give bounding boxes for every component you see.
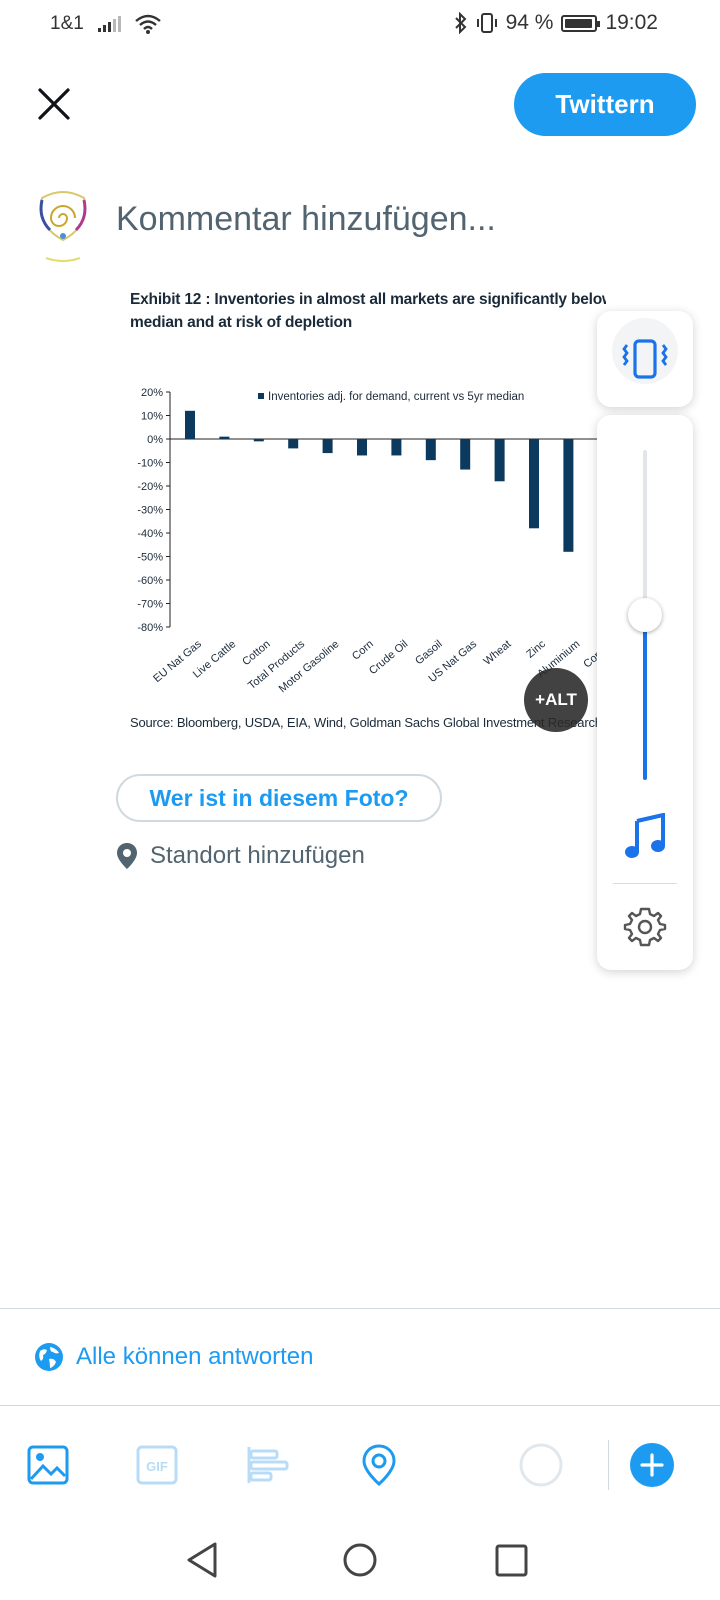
divider bbox=[0, 1308, 720, 1309]
x-tick-label: Corn bbox=[350, 638, 376, 663]
status-bar: 1&1 94 % 19:02 bbox=[0, 0, 720, 50]
status-left: 1&1 bbox=[50, 13, 161, 35]
add-thread-icon bbox=[630, 1443, 674, 1487]
vibrate-icon bbox=[612, 318, 678, 384]
char-count-ring-icon bbox=[519, 1443, 563, 1487]
x-tick-label: Wheat bbox=[481, 638, 513, 668]
tweet-button[interactable]: Twittern bbox=[514, 73, 696, 136]
image-icon bbox=[27, 1445, 69, 1485]
signal-icon bbox=[97, 16, 121, 32]
x-tick-label: Zinc bbox=[524, 638, 548, 661]
bar bbox=[460, 439, 471, 470]
volume-panel bbox=[597, 415, 693, 970]
alt-text-button[interactable]: +ALT bbox=[524, 668, 588, 732]
bar bbox=[185, 410, 195, 439]
music-note-icon[interactable] bbox=[623, 813, 667, 861]
add-image-button[interactable] bbox=[26, 1442, 70, 1488]
bar bbox=[357, 439, 367, 456]
volume-level bbox=[643, 615, 647, 780]
y-tick-label: -80% bbox=[137, 622, 163, 634]
attached-image[interactable]: Exhibit 12 : Inventories in almost all m… bbox=[116, 282, 606, 748]
bar bbox=[529, 439, 539, 529]
status-right: 94 % 19:02 bbox=[454, 11, 658, 35]
bar bbox=[322, 439, 333, 454]
chart-title: Exhibit 12 : Inventories in almost all m… bbox=[130, 291, 606, 331]
y-tick-label: -40% bbox=[137, 528, 163, 540]
system-navbar bbox=[187, 1542, 528, 1578]
poll-icon bbox=[247, 1447, 289, 1483]
add-location-button[interactable]: Standort hinzufügen bbox=[116, 842, 365, 870]
reply-setting-button[interactable]: Alle können antworten bbox=[34, 1342, 314, 1372]
y-tick-label: -30% bbox=[137, 505, 163, 517]
back-icon[interactable] bbox=[187, 1542, 217, 1578]
poll-button[interactable] bbox=[244, 1442, 290, 1488]
y-tick-label: 10% bbox=[141, 411, 163, 423]
wifi-icon bbox=[135, 14, 161, 34]
add-thread-button[interactable] bbox=[629, 1442, 675, 1488]
settings-gear-icon[interactable] bbox=[623, 905, 667, 949]
reply-setting-label: Alle können antworten bbox=[76, 1343, 314, 1370]
x-tick-label: Gasoil bbox=[413, 638, 445, 667]
ringer-mode-button[interactable] bbox=[597, 311, 693, 407]
svg-text:GIF: GIF bbox=[146, 1459, 168, 1474]
bar bbox=[391, 439, 402, 456]
location-button[interactable] bbox=[360, 1442, 398, 1488]
bluetooth-icon bbox=[454, 12, 466, 34]
battery-percent: 94 % bbox=[505, 11, 554, 34]
divider bbox=[0, 1405, 720, 1406]
y-tick-label: 20% bbox=[141, 387, 163, 399]
volume-divider bbox=[613, 883, 677, 884]
location-pin-icon bbox=[117, 843, 137, 869]
avatar[interactable] bbox=[34, 188, 92, 266]
vibrate-status-icon bbox=[476, 13, 497, 33]
y-tick-label: -60% bbox=[137, 575, 163, 587]
close-icon[interactable] bbox=[34, 84, 74, 124]
character-counter bbox=[518, 1442, 564, 1488]
home-icon[interactable] bbox=[343, 1543, 377, 1577]
gif-icon: GIF bbox=[136, 1445, 178, 1485]
bar bbox=[288, 439, 299, 449]
gif-button[interactable]: GIF bbox=[135, 1442, 179, 1488]
volume-slider-handle[interactable] bbox=[628, 598, 662, 632]
bar bbox=[219, 436, 230, 439]
clock: 19:02 bbox=[605, 11, 658, 34]
carrier-name: 1&1 bbox=[50, 13, 84, 34]
y-tick-label: -50% bbox=[137, 552, 163, 564]
bar bbox=[563, 439, 574, 552]
location-pin-icon bbox=[362, 1444, 396, 1486]
bar bbox=[425, 439, 436, 461]
add-location-label: Standort hinzufügen bbox=[150, 842, 365, 869]
tag-people-button[interactable]: Wer ist in diesem Foto? bbox=[116, 774, 442, 822]
y-tick-label: -20% bbox=[137, 481, 163, 493]
x-tick-label: Crude Oil bbox=[367, 638, 410, 677]
y-tick-label: -70% bbox=[137, 599, 163, 611]
toolbar-separator bbox=[608, 1440, 609, 1490]
chart-source: Source: Bloomberg, USDA, EIA, Wind, Gold… bbox=[130, 715, 602, 730]
legend-label: Inventories adj. for demand, current vs … bbox=[268, 391, 524, 403]
compose-input[interactable]: Kommentar hinzufügen... bbox=[116, 200, 496, 238]
bar-chart: 20% 10% 0% -10% -20% -30% -40% -50% -60% -70% -80%… bbox=[137, 387, 606, 695]
globe-icon bbox=[35, 1343, 63, 1371]
bar bbox=[253, 439, 264, 442]
y-tick-label: -10% bbox=[137, 458, 163, 470]
bar bbox=[494, 439, 505, 482]
x-tick-label: Motor Gasoline bbox=[277, 638, 342, 695]
battery-icon bbox=[561, 14, 601, 32]
legend-swatch bbox=[258, 393, 264, 399]
y-tick-label: 0% bbox=[147, 434, 163, 446]
recents-icon[interactable] bbox=[495, 1544, 528, 1577]
